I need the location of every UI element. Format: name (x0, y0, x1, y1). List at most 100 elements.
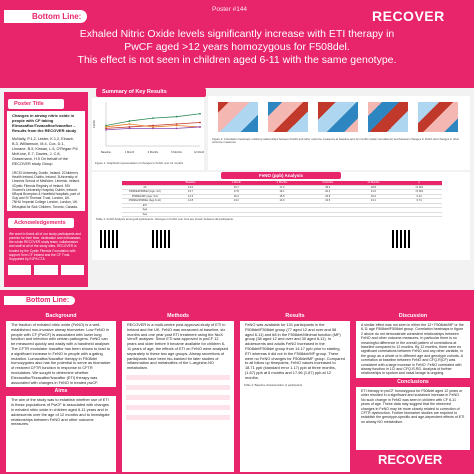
heatmap-5 (418, 102, 458, 132)
poster-title-label: Poster Title (8, 99, 64, 109)
results-header: Results (240, 312, 350, 321)
data-point (175, 123, 178, 125)
table-cell (259, 204, 305, 208)
table-cell: 17.2 (279, 185, 285, 189)
headline-line-2: PwCF aged >12 years homozygous for F508d… (124, 41, 350, 53)
table-cell: 13.2 (233, 199, 239, 202)
table-cell: 18.3 (325, 185, 331, 189)
table-cell: 3 Months (276, 181, 288, 184)
data-point (175, 115, 178, 118)
table-cell (213, 208, 259, 212)
table-1: FeNO (ppb) Analysis Baseline 1 Month 3 Mon… (92, 172, 470, 260)
figure-2: Figure 2: Correlation heatmaps outlining… (208, 96, 470, 170)
methods-text: RECOVER is a multi-centre post-approval … (127, 322, 229, 371)
table-cell: Age (142, 208, 148, 211)
table-cell (122, 181, 168, 185)
table-row: Baseline 1 Month 3 Months 6 Months 12 Months… (122, 181, 442, 186)
background-header: Background (6, 312, 116, 321)
data-point (128, 123, 131, 125)
table-cell (259, 213, 305, 217)
sponsor-logo (8, 265, 32, 276)
table-cell: 21.6 (370, 190, 376, 193)
aims-header: Aims (6, 387, 116, 397)
fig1-caption: Figure 1: Graphical representation of ch… (95, 161, 184, 165)
table-cell: Baseline (185, 181, 196, 184)
table-cell: 13.5 (325, 199, 331, 202)
heatmap-1 (218, 102, 258, 132)
poster-number: Poster #144 (212, 6, 248, 13)
poster-title: Changes in airway nitric oxide in people… (7, 111, 85, 135)
table-cell (168, 208, 214, 212)
x-tick-label: 6 Months (171, 150, 182, 154)
headline-line-1: Exhaled Nitric Oxide levels significantl… (79, 28, 395, 40)
qr-code[interactable] (100, 230, 118, 248)
table-label: FeNO (ppb) Analysis (221, 172, 341, 179)
data-point (105, 127, 107, 130)
discussion-column: Discussion A similar effect was not seen… (356, 312, 470, 450)
ack-text: We want to thank all of our study partic… (9, 231, 82, 262)
bottom-line-label-2: Bottom Line: (4, 296, 76, 305)
recover-logo-bottom: RECOVER (378, 452, 443, 467)
heatmap-4 (368, 102, 408, 132)
table-row: F508del/F508del (Age 6-11) 12.8 13.2 13.0 13… (122, 199, 442, 204)
x-tick-label: 1 Month (125, 150, 135, 154)
heatmap-3 (318, 102, 358, 132)
data-point (105, 126, 107, 128)
ack-label: Acknowledgements (8, 217, 74, 228)
fig2-caption: Figure 2: Correlation heatmaps outlining… (212, 137, 460, 145)
table-row: ETI (122, 204, 442, 208)
table-cell: All (143, 185, 147, 189)
table-cell: 17.8 (233, 190, 239, 193)
table-cell: p (418, 181, 420, 184)
data-point (175, 127, 178, 130)
methods-header: Methods (122, 312, 234, 321)
table-cell: 18.8 (370, 185, 376, 189)
y-axis-label: FeNO (92, 119, 96, 128)
table-row: Age (122, 208, 442, 213)
table-cell: 6 Months (322, 181, 334, 184)
discussion-header: Discussion (356, 312, 470, 321)
table2-caption: Table 2: Baseline characteristics of par… (244, 382, 303, 387)
table-cell (351, 204, 397, 208)
figure-1: FeNO Baseline 1 Month 3 Months 6 Months 12 Mo… (92, 98, 207, 170)
data-point (199, 112, 201, 115)
x-tick-label: Baseline (101, 150, 112, 154)
table-cell: 14.3 (188, 194, 194, 198)
headline-line-3: This effect is not seen in children aged… (77, 54, 397, 66)
table-cell (213, 213, 259, 217)
qr-code[interactable] (152, 230, 170, 248)
sponsor-logos (4, 263, 88, 277)
table-cell: 15.2 (233, 194, 239, 198)
discussion-text: A similar effect was not seen in either … (361, 323, 464, 376)
table-cell: <0.001 (415, 190, 424, 193)
table-row: F508del/F508del (Age >12) 13.7 17.8 19.1 20.… (122, 190, 442, 195)
x-tick-label: 3 Months (148, 150, 159, 154)
table-cell (351, 208, 397, 212)
table-cell (305, 208, 351, 212)
summary-header: Summary of Key Results (96, 88, 206, 97)
methods-column: Methods RECOVER is a multi-centre post-a… (122, 312, 234, 472)
table-cell: 15.5 (279, 194, 285, 198)
baseline-table (126, 374, 230, 425)
data-point (199, 121, 201, 124)
logo-text: RECOVER (372, 8, 445, 24)
x-tick-label: 12 Months (194, 150, 204, 154)
line-chart: FeNO Baseline 1 Month 3 Months 6 Months 12 Mo… (92, 102, 207, 154)
data-point (152, 117, 154, 120)
table-cell: 19.1 (279, 190, 285, 193)
table-cell: F508del/F508del (Age 6-11) (128, 199, 161, 202)
table-cell (259, 208, 305, 212)
data-point (199, 126, 201, 128)
data-point (128, 126, 131, 128)
table-cell (168, 213, 214, 217)
table-cell: F508del/F508del (Age >12) (129, 190, 161, 193)
table-cell: 12 Months (367, 181, 380, 184)
table-row: Sex (122, 212, 442, 217)
sponsor-logo (34, 265, 58, 276)
poster-headline: Exhaled Nitric Oxide levels significantl… (10, 28, 464, 67)
table-cell: Sex (142, 212, 148, 216)
qr-code[interactable] (392, 230, 410, 248)
recover-logo: RECOVER (372, 8, 445, 24)
data-point (152, 124, 154, 127)
table-cell (396, 208, 442, 212)
